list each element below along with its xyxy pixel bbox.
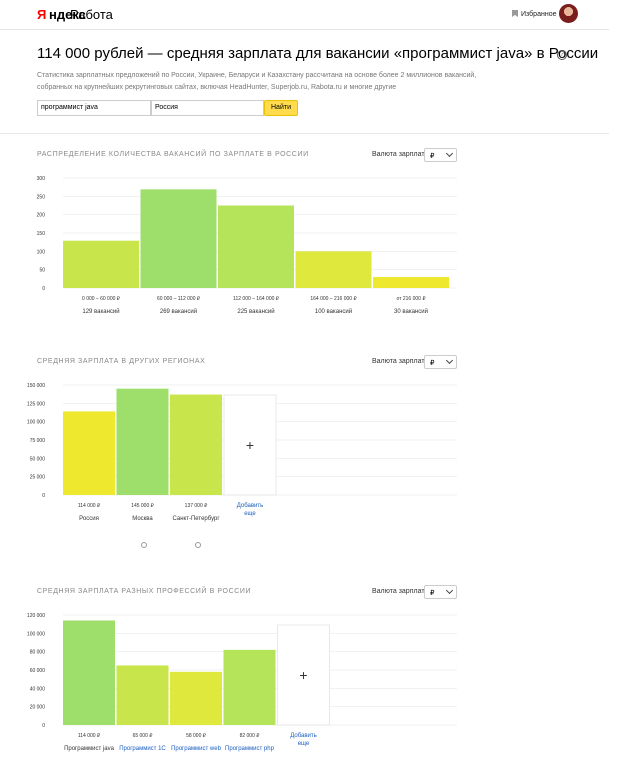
page-title: 114 000 рублей — средняя зарплата для ва…: [37, 45, 599, 62]
y-tick-label: 60 000: [30, 668, 46, 674]
bar: [218, 205, 294, 288]
bar: [140, 189, 217, 288]
favorites-link[interactable]: Избранное: [512, 10, 556, 18]
add-more-placeholder[interactable]: [223, 394, 277, 496]
y-tick-label: 200: [37, 213, 46, 219]
bar-value-label: 225 вакансий: [237, 308, 274, 315]
bookmark-icon: [512, 10, 518, 17]
bar-category-label: 114 000 ₽: [78, 503, 101, 509]
add-more-link[interactable]: еще: [298, 741, 310, 747]
bar: [223, 649, 276, 725]
bar: [295, 251, 372, 288]
bar-value-label: Программист 1С: [119, 746, 166, 752]
bar-value-label: Москва: [132, 516, 153, 522]
bar-value-label: Программист java: [64, 746, 115, 752]
bar-category-label: 164 000 – 216 000 ₽: [310, 296, 357, 302]
add-more-link[interactable]: Добавить: [290, 733, 317, 739]
y-tick-label: 75 000: [30, 438, 46, 444]
bar-category-label: 65 000 ₽: [133, 733, 154, 739]
bar-category-label: 60 000 – 112 000 ₽: [157, 296, 201, 302]
y-tick-label: 300: [37, 176, 46, 182]
y-tick-label: 150 000: [27, 383, 45, 389]
y-tick-label: 120 000: [27, 613, 45, 619]
currency-value: ₽: [430, 590, 435, 597]
divider: [0, 133, 609, 134]
bar-value-label: Россия: [79, 516, 99, 522]
y-tick-label: 150: [37, 231, 46, 237]
bar: [170, 671, 222, 725]
plus-icon[interactable]: +: [246, 437, 254, 453]
page-subtitle: Статистика зарплатных предложений по Рос…: [37, 72, 477, 91]
bar: [63, 620, 115, 725]
bar: [63, 411, 115, 495]
currency-select[interactable]: ₽: [424, 585, 457, 599]
y-tick-label: 0: [42, 286, 45, 292]
bar-value-label: Санкт-Петербург: [172, 516, 220, 522]
plus-icon[interactable]: +: [299, 667, 307, 683]
bar-value-label: Программист web: [171, 746, 222, 752]
region-input[interactable]: Россия: [151, 100, 264, 116]
y-tick-label: 50: [39, 268, 45, 274]
y-tick-label: 100 000: [27, 420, 45, 426]
chart-title-distribution: Распределение количества вакансий по зар…: [37, 151, 309, 158]
chart-title-professions: Средняя зарплата разных профессий в Росс…: [37, 588, 252, 595]
y-tick-label: 20 000: [30, 705, 46, 711]
bar-value-label: 30 вакансий: [394, 308, 428, 315]
add-more-link[interactable]: Добавить: [237, 503, 264, 509]
rabota-logo[interactable]: Работа: [70, 7, 113, 22]
bar: [373, 277, 449, 288]
y-tick-label: 0: [42, 493, 45, 499]
currency-select[interactable]: ₽: [424, 148, 457, 162]
bar: [116, 665, 169, 725]
bar-category-label: 58 000 ₽: [186, 733, 207, 739]
bar-category-label: 145 000 ₽: [131, 503, 154, 509]
chart-title-regions: Средняя зарплата в других регионах: [37, 358, 206, 365]
bar-category-label: 114 000 ₽: [78, 733, 101, 739]
y-tick-label: 100 000: [27, 631, 45, 637]
bar-value-label: 269 вакансий: [160, 308, 197, 315]
bar: [116, 388, 169, 495]
currency-select[interactable]: ₽: [424, 355, 457, 369]
help-icon[interactable]: ?: [557, 50, 567, 60]
favorites-label: Избранное: [521, 11, 557, 18]
top-header: Я ндекс Работа Избранное: [0, 0, 609, 30]
profession-input[interactable]: программист java: [37, 100, 151, 116]
y-tick-label: 0: [42, 723, 45, 729]
y-tick-label: 40 000: [30, 686, 46, 692]
y-tick-label: 250: [37, 194, 46, 200]
y-tick-label: 125 000: [27, 401, 45, 407]
pagination-dot[interactable]: [195, 542, 201, 548]
currency-value: ₽: [430, 153, 435, 160]
bar: [63, 240, 139, 288]
add-more-link[interactable]: еще: [244, 511, 256, 517]
bar-value-label: 100 вакансий: [315, 308, 352, 315]
currency-label: Валюта зарплат: [372, 358, 425, 365]
bar-category-label: 137 000 ₽: [185, 503, 208, 509]
bar-category-label: 0 000 – 60 000 ₽: [82, 296, 121, 302]
y-tick-label: 50 000: [30, 456, 46, 462]
bar-value-label: 129 вакансий: [82, 308, 119, 315]
yandex-logo[interactable]: ндекс: [49, 7, 86, 22]
pagination-dot[interactable]: [141, 542, 147, 548]
avatar[interactable]: [559, 4, 578, 23]
add-more-placeholder[interactable]: [277, 624, 330, 726]
currency-label: Валюта зарплат: [372, 588, 425, 595]
search-button[interactable]: Найти: [264, 100, 298, 116]
bar-value-label: Программист php: [225, 746, 275, 752]
y-tick-label: 25 000: [30, 475, 46, 481]
y-tick-label: 80 000: [30, 650, 46, 656]
y-tick-label: 100: [37, 249, 46, 255]
currency-label: Валюта зарплат: [372, 151, 425, 158]
bar: [170, 394, 222, 495]
yandex-logo-y[interactable]: Я: [37, 7, 47, 22]
bar-category-label: 82 000 ₽: [240, 733, 261, 739]
bar-category-label: 112 000 – 164 000 ₽: [233, 296, 280, 302]
currency-value: ₽: [430, 360, 435, 367]
bar-category-label: от 216 000 ₽: [397, 296, 427, 302]
